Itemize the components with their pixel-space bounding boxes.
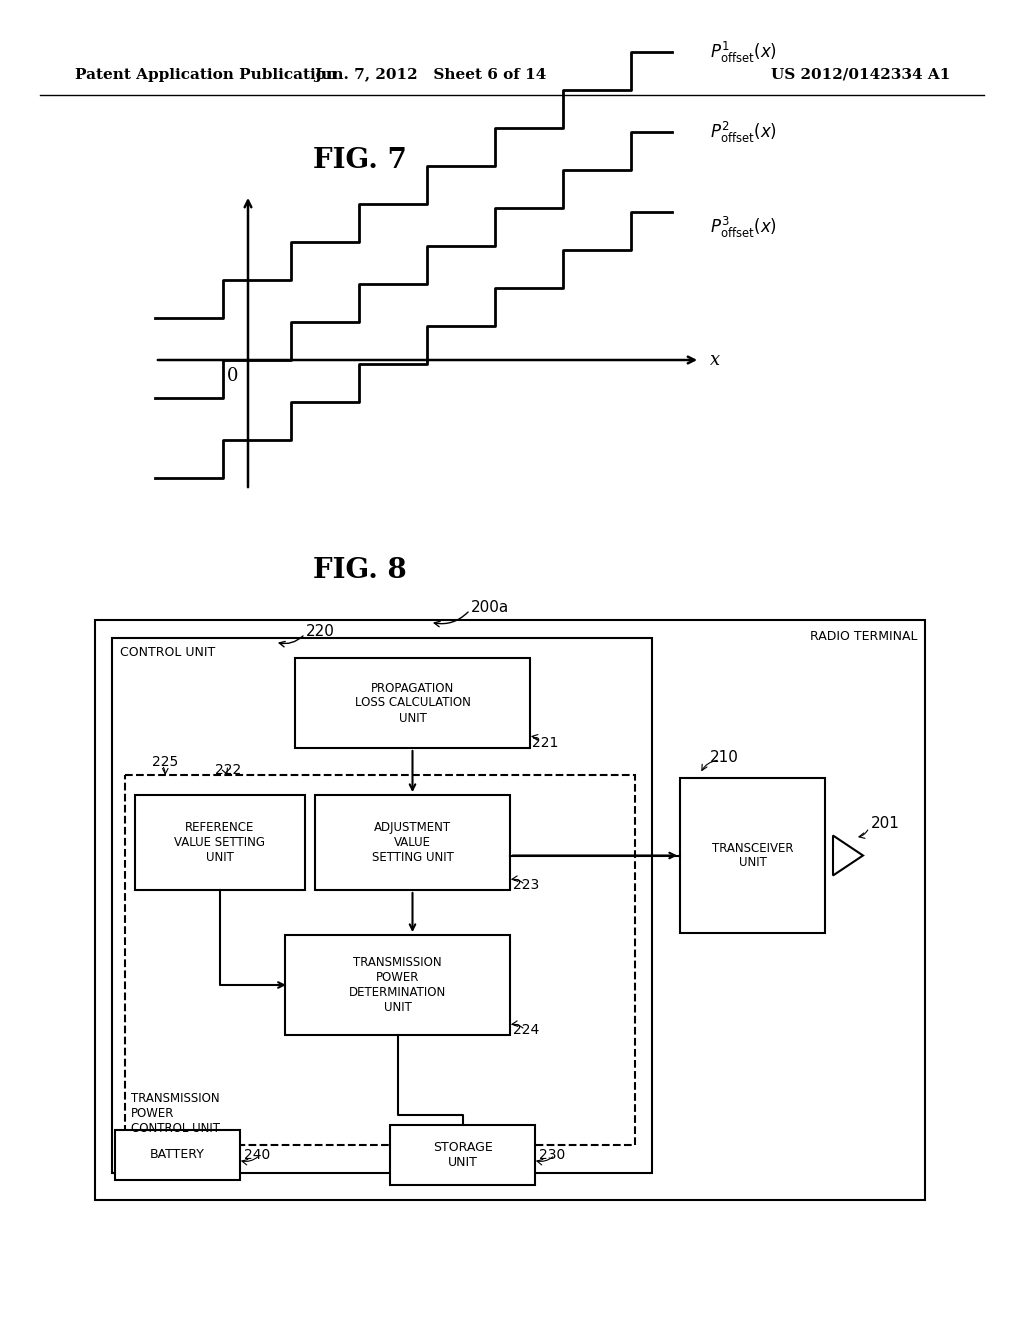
FancyBboxPatch shape bbox=[680, 777, 825, 933]
Text: PROPAGATION
LOSS CALCULATION
UNIT: PROPAGATION LOSS CALCULATION UNIT bbox=[354, 681, 470, 725]
Text: x: x bbox=[710, 351, 720, 370]
Text: $P^2_{\mathrm{offset}}(x)$: $P^2_{\mathrm{offset}}(x)$ bbox=[710, 119, 777, 145]
Text: FIG. 8: FIG. 8 bbox=[313, 557, 407, 583]
Text: Patent Application Publication: Patent Application Publication bbox=[75, 69, 337, 82]
Text: $P^1_{\mathrm{offset}}(x)$: $P^1_{\mathrm{offset}}(x)$ bbox=[710, 40, 777, 65]
Polygon shape bbox=[833, 836, 863, 875]
FancyBboxPatch shape bbox=[135, 795, 305, 890]
FancyBboxPatch shape bbox=[285, 935, 510, 1035]
FancyBboxPatch shape bbox=[115, 1130, 240, 1180]
Text: 230: 230 bbox=[539, 1148, 565, 1162]
Text: 0: 0 bbox=[227, 367, 239, 385]
Text: STORAGE
UNIT: STORAGE UNIT bbox=[432, 1140, 493, 1170]
Text: CONTROL UNIT: CONTROL UNIT bbox=[120, 645, 215, 659]
Text: 223: 223 bbox=[513, 878, 540, 892]
FancyBboxPatch shape bbox=[315, 795, 510, 890]
Text: BATTERY: BATTERY bbox=[151, 1148, 205, 1162]
FancyBboxPatch shape bbox=[95, 620, 925, 1200]
Text: ADJUSTMENT
VALUE
SETTING UNIT: ADJUSTMENT VALUE SETTING UNIT bbox=[372, 821, 454, 865]
Text: REFERENCE
VALUE SETTING
UNIT: REFERENCE VALUE SETTING UNIT bbox=[174, 821, 265, 865]
Text: 210: 210 bbox=[710, 751, 739, 766]
Text: US 2012/0142334 A1: US 2012/0142334 A1 bbox=[771, 69, 950, 82]
Text: Jun. 7, 2012   Sheet 6 of 14: Jun. 7, 2012 Sheet 6 of 14 bbox=[313, 69, 546, 82]
Text: TRANSMISSION
POWER
CONTROL UNIT: TRANSMISSION POWER CONTROL UNIT bbox=[131, 1092, 220, 1135]
Text: TRANSMISSION
POWER
DETERMINATION
UNIT: TRANSMISSION POWER DETERMINATION UNIT bbox=[349, 956, 446, 1014]
Text: 240: 240 bbox=[244, 1148, 270, 1162]
FancyBboxPatch shape bbox=[390, 1125, 535, 1185]
Text: 200a: 200a bbox=[471, 599, 509, 615]
Text: RADIO TERMINAL: RADIO TERMINAL bbox=[810, 630, 918, 643]
Text: 222: 222 bbox=[215, 763, 242, 777]
Text: 201: 201 bbox=[871, 816, 900, 832]
FancyBboxPatch shape bbox=[295, 657, 530, 748]
Text: 224: 224 bbox=[513, 1023, 540, 1038]
Text: FIG. 7: FIG. 7 bbox=[313, 147, 407, 173]
Text: 220: 220 bbox=[305, 624, 335, 639]
Text: TRANSCEIVER
UNIT: TRANSCEIVER UNIT bbox=[712, 842, 794, 870]
Text: 221: 221 bbox=[532, 737, 558, 750]
FancyBboxPatch shape bbox=[112, 638, 652, 1173]
Text: 225: 225 bbox=[152, 755, 178, 770]
Text: $P^3_{\mathrm{offset}}(x)$: $P^3_{\mathrm{offset}}(x)$ bbox=[710, 214, 777, 239]
